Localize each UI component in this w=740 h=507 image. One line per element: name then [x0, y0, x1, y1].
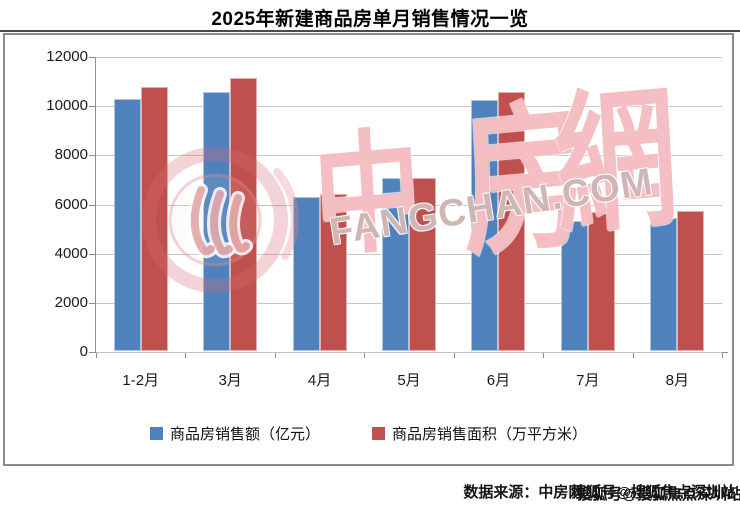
gridline — [96, 155, 722, 157]
y-tick-label: 10000 — [46, 97, 88, 115]
plot-area: 0 2000 4000 6000 8000 10000 12000 1-2月 3月 4月 5月 6月 7… — [46, 48, 728, 389]
bar-sales-area — [230, 78, 258, 351]
y-tick-label: 8000 — [54, 146, 88, 164]
legend-label-sales-area: 商品房销售面积（万平方米） — [392, 426, 588, 443]
y-tick-label: 0 — [79, 343, 88, 360]
legend-item-sales-area: 商品房销售面积（万平方米） — [372, 423, 587, 444]
sohu-watermark-copy2: 搜狐号@搜狐焦点深圳站 — [577, 486, 740, 503]
x-axis-tick — [96, 353, 97, 358]
title-divider — [0, 30, 740, 32]
y-tick-label: 6000 — [54, 195, 88, 213]
y-axis-tick — [89, 352, 95, 353]
x-category-label: 5月 — [397, 372, 421, 389]
x-axis-tick — [632, 353, 634, 358]
bar-sales-value — [382, 177, 409, 351]
bar-sales-area — [409, 177, 436, 351]
y-tick-label: 2000 — [54, 293, 88, 311]
y-tick-label: 12000 — [46, 48, 88, 65]
x-axis-tick — [364, 353, 366, 358]
sohu-watermark-text: 搜狐号@搜狐焦点深圳站 搜狐号@搜狐焦点深圳站 — [571, 481, 740, 503]
x-axis-tick — [185, 353, 187, 358]
bar-sales-area — [140, 86, 168, 351]
x-axis-tick — [453, 353, 455, 358]
legend-swatch-sales-value — [149, 427, 163, 440]
gridline — [96, 106, 722, 108]
y-axis-tick — [89, 57, 95, 58]
chart-frame: 0 2000 4000 6000 8000 10000 12000 1-2月 3月 4月 5月 6月 7… — [3, 33, 734, 466]
bar-sales-value — [113, 99, 141, 351]
sohu-watermark-copy1: 搜狐号@搜狐焦点深圳站 — [571, 484, 736, 501]
x-category-label: 4月 — [307, 372, 332, 389]
y-axis-tick — [89, 155, 95, 157]
x-category-label: 3月 — [218, 372, 242, 389]
y-axis-tick — [89, 253, 95, 255]
gridline — [96, 57, 722, 58]
legend-label-sales-value: 商品房销售额（亿元） — [169, 426, 320, 443]
x-axis-tick — [722, 353, 723, 358]
x-axis-tick — [543, 353, 545, 358]
bar-sales-value — [560, 220, 588, 351]
y-axis-tick — [89, 106, 95, 108]
x-category-label: 1-2月 — [122, 372, 160, 389]
x-category-label: 8月 — [665, 372, 689, 389]
bar-sales-area — [498, 91, 526, 351]
bar-sales-value — [650, 218, 678, 351]
gridline — [96, 352, 722, 353]
x-category-label: 7月 — [576, 372, 600, 389]
x-category-label: 6月 — [486, 372, 511, 389]
legend-item-sales-value: 商品房销售额（亿元） — [149, 423, 320, 444]
source-label: 数据来源：中房网 — [463, 484, 584, 501]
bar-sales-area — [677, 210, 705, 351]
bar-sales-area — [319, 193, 347, 351]
legend-swatch-sales-area — [372, 427, 385, 440]
bar-sales-value — [471, 100, 499, 351]
y-axis-tick — [89, 302, 95, 304]
bar-sales-area — [587, 212, 615, 351]
y-axis-line — [95, 57, 96, 353]
bar-sales-value — [292, 197, 320, 351]
bar-sales-value — [203, 91, 231, 351]
y-axis-tick — [89, 204, 95, 206]
chart-title: 2025年新建商品房单月销售情况一览 — [211, 9, 529, 30]
source-line: 数据来源：中房网 搜狐号@搜狐焦点深圳站 搜狐号@搜狐焦点深圳站 — [463, 481, 740, 503]
x-axis-tick — [274, 353, 276, 358]
y-tick-label: 4000 — [54, 244, 88, 262]
chart-legend: 商品房销售额（亿元） 商品房销售面积（万平方米） — [5, 423, 732, 444]
